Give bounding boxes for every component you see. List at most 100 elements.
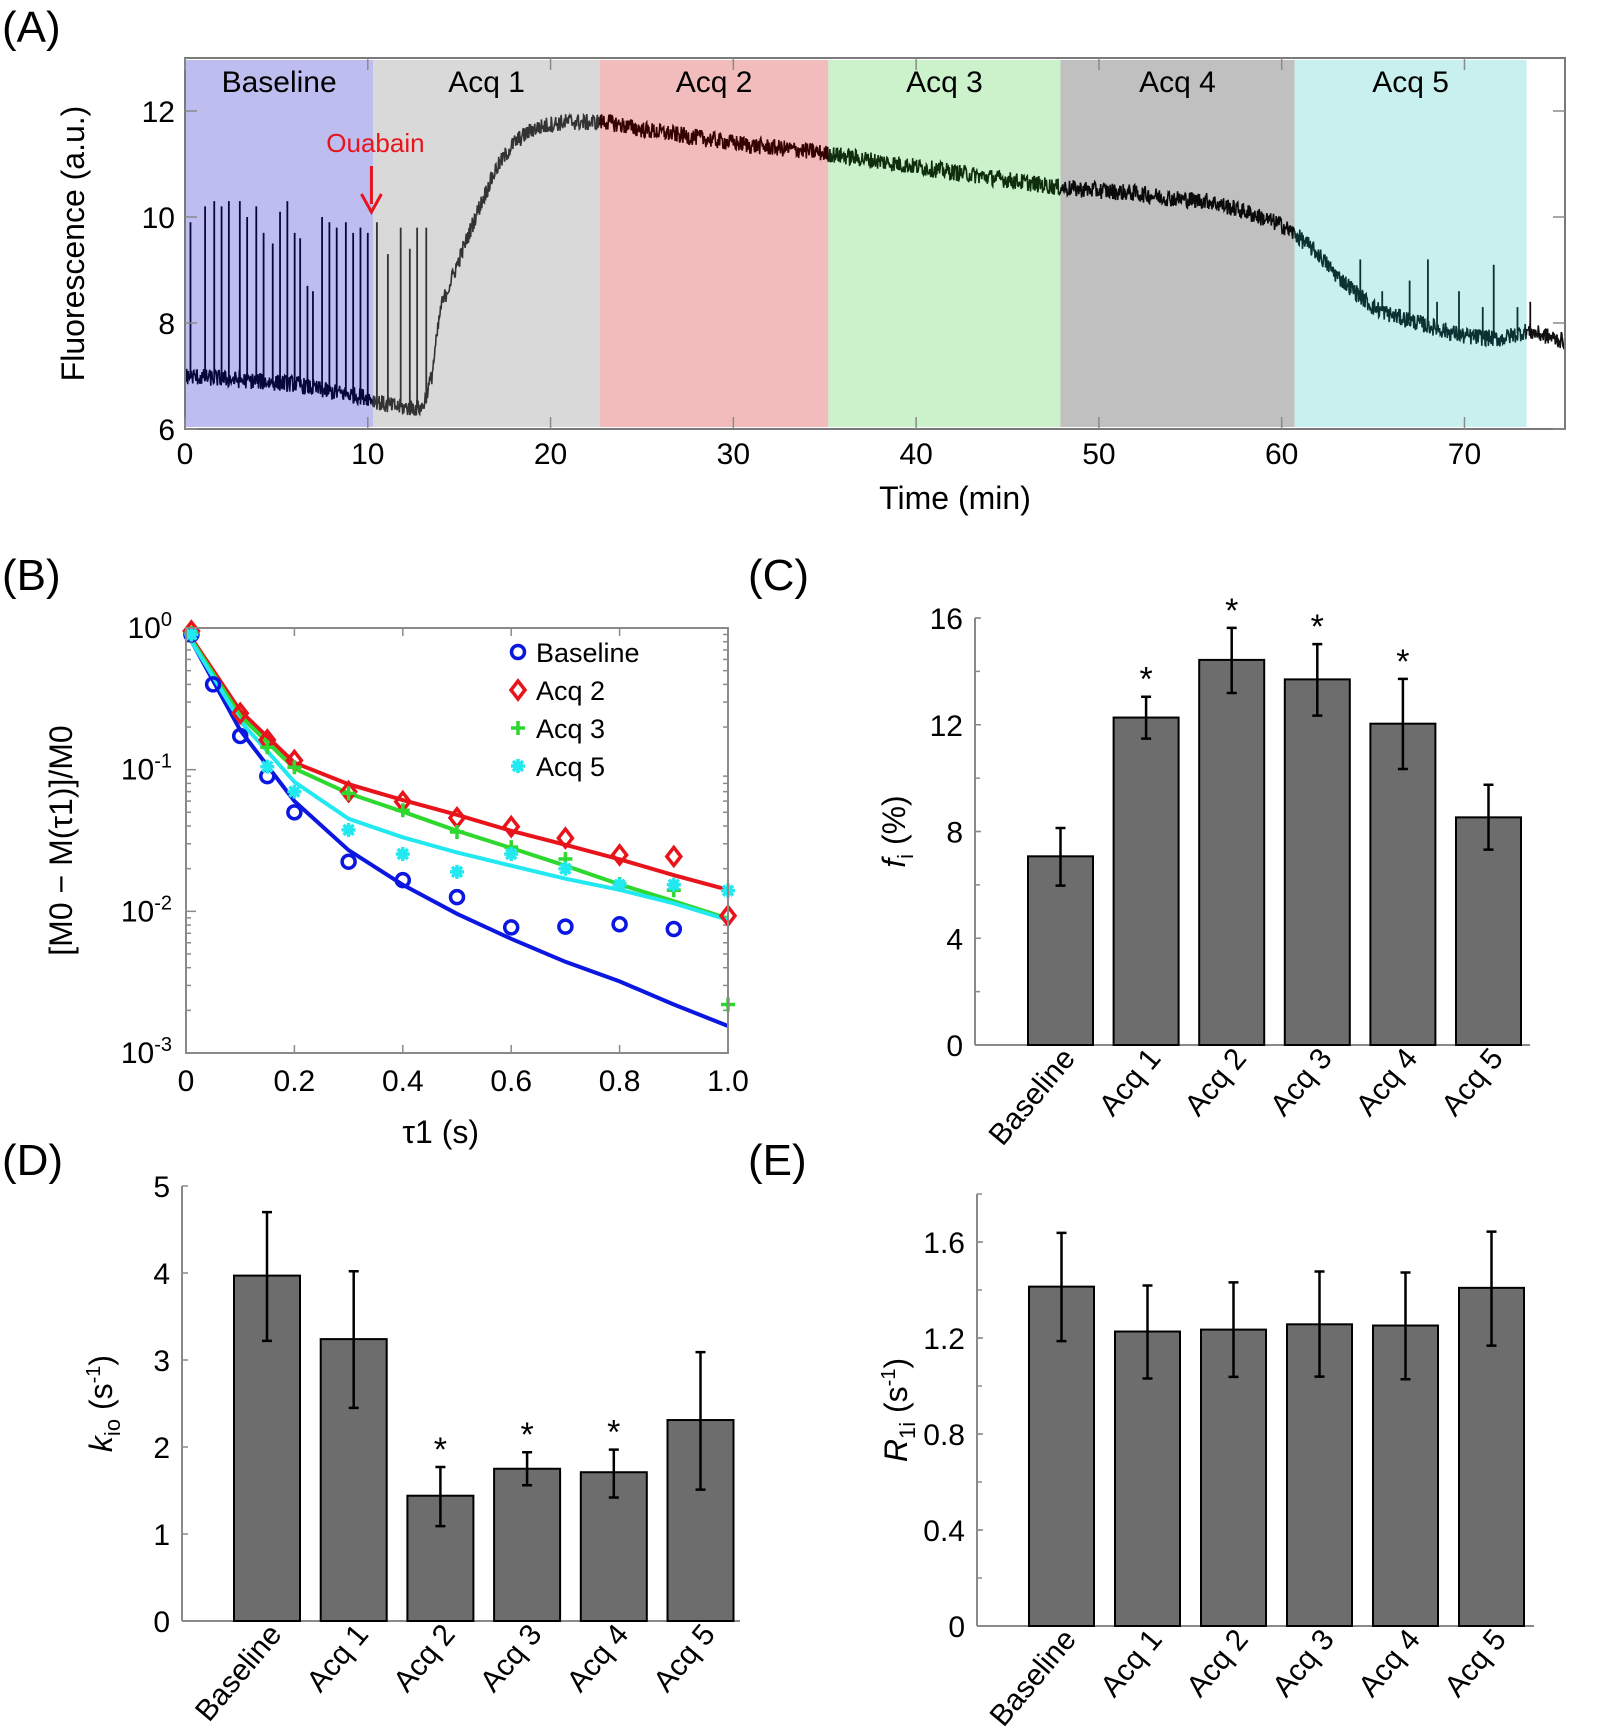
region-acq-2 xyxy=(599,60,829,427)
significance-star: * xyxy=(434,1431,447,1469)
significance-star: * xyxy=(1139,661,1152,699)
legend-marker-acq-5 xyxy=(511,759,525,773)
data-point-acq-3 xyxy=(450,825,464,840)
x-tick-label: Acq 2 xyxy=(387,1618,462,1698)
x-tick-label: Baseline xyxy=(984,1623,1083,1729)
x-tick-label: 60 xyxy=(1265,438,1298,471)
data-point-baseline xyxy=(340,853,357,870)
legend-label: Acq 5 xyxy=(536,752,605,782)
data-point-baseline xyxy=(448,888,466,906)
y-tick-label: 4 xyxy=(946,923,963,956)
error-bar xyxy=(1314,1270,1325,1378)
y-tick-label: 0.4 xyxy=(923,1515,965,1548)
y-tick-label: 4 xyxy=(153,1258,170,1291)
plot-frame xyxy=(184,57,1566,430)
data-point-baseline xyxy=(557,918,574,935)
y-tick-label: 12 xyxy=(142,96,175,129)
y-tick-label: 10-2 xyxy=(121,892,172,928)
region-label: Acq 5 xyxy=(1372,66,1449,99)
x-tick-label: Baseline xyxy=(983,1042,1082,1151)
y-axis-title: [M0 − M(τ1)]/M0 xyxy=(43,725,79,955)
data-point-acq-2 xyxy=(501,814,521,839)
region-label: Acq 3 xyxy=(906,66,983,99)
x-tick-label: 0.4 xyxy=(382,1065,424,1098)
x-tick-label: Acq 4 xyxy=(561,1618,636,1698)
data-point-acq-3 xyxy=(395,803,410,818)
x-tick-label: Acq 4 xyxy=(1352,1623,1427,1703)
y-axis-title: fi (%) xyxy=(876,795,918,867)
legend-label: Acq 2 xyxy=(536,676,605,706)
x-tick-label: 0 xyxy=(178,1065,195,1098)
region-acq-4 xyxy=(1060,60,1295,427)
bar-acq-1 xyxy=(1112,716,1180,1046)
data-point-acq-5 xyxy=(504,846,519,861)
bar-acq-3 xyxy=(493,1467,562,1622)
data-point-baseline xyxy=(665,920,683,938)
error-bar xyxy=(522,1450,533,1487)
x-tick-label: Acq 5 xyxy=(1435,1042,1510,1122)
significance-star: * xyxy=(520,1416,533,1454)
y-axis-title: Fluorescence (a.u.) xyxy=(55,106,91,382)
x-tick-label: Acq 3 xyxy=(474,1618,549,1698)
y-tick-label: 10-1 xyxy=(121,751,172,787)
data-point-baseline xyxy=(286,804,303,821)
x-tick-label: Acq 4 xyxy=(1350,1042,1425,1122)
panel-label-e: (E) xyxy=(748,1136,807,1185)
fluorescence-trace xyxy=(598,114,829,162)
data-point-acq-5 xyxy=(260,759,275,774)
data-point-acq-5 xyxy=(612,877,627,892)
x-tick-label: Acq 3 xyxy=(1264,1042,1339,1122)
error-bar xyxy=(262,1210,272,1343)
x-tick-label: 40 xyxy=(899,438,932,471)
region-baseline xyxy=(185,60,374,427)
fluorescence-trace xyxy=(184,368,374,407)
x-tick-label: Acq 2 xyxy=(1180,1623,1255,1703)
legend-marker-baseline xyxy=(509,643,527,661)
y-tick-label: 5 xyxy=(153,1171,170,1204)
y-axis-title: kio (s-1) xyxy=(83,1355,125,1452)
x-tick-label: Acq 3 xyxy=(1266,1623,1341,1703)
x-tick-label: Acq 2 xyxy=(1178,1042,1253,1122)
y-tick-label: 8 xyxy=(946,817,963,850)
data-point-acq-3 xyxy=(260,740,275,755)
y-tick-label: 16 xyxy=(930,603,963,636)
bar-baseline xyxy=(1027,855,1094,1047)
bar-baseline xyxy=(1028,1285,1095,1627)
error-bar xyxy=(1397,677,1408,771)
region-label: Acq 2 xyxy=(676,66,753,99)
panel-b-decay-curves: 0 0.2 0.4 0.6 0.8 1.0 100 10-1 10-2 10-3 Baseline A… xyxy=(43,609,749,1150)
error-bar xyxy=(1141,695,1152,740)
data-point-acq-2 xyxy=(230,701,250,726)
error-bar xyxy=(1486,1230,1497,1347)
y-tick-label: 1.6 xyxy=(923,1227,965,1260)
x-tick-label: 0 xyxy=(177,438,194,471)
fluorescence-trace xyxy=(827,147,1061,197)
ouabain-arrow-icon xyxy=(360,193,383,216)
significance-star: * xyxy=(1225,592,1238,630)
data-point-baseline xyxy=(394,871,412,889)
data-point-acq-5 xyxy=(666,877,681,892)
region-acq-3 xyxy=(828,60,1061,427)
data-point-acq-2 xyxy=(339,779,358,804)
x-tick-label: 0.8 xyxy=(599,1065,641,1098)
x-tick-label: 0.2 xyxy=(274,1065,316,1098)
y-tick-label: 0 xyxy=(948,1611,965,1644)
error-bar xyxy=(1142,1284,1153,1380)
error-bar xyxy=(1400,1271,1411,1381)
x-tick-label: 10 xyxy=(351,438,384,471)
x-tick-label: 70 xyxy=(1448,438,1481,471)
error-bar xyxy=(608,1448,619,1499)
bar-acq-5 xyxy=(1455,816,1522,1047)
data-point-acq-3 xyxy=(341,786,356,801)
legend-label: Acq 3 xyxy=(536,714,605,744)
bar-acq-1 xyxy=(1114,1330,1181,1628)
panel-label-d: (D) xyxy=(2,1136,63,1185)
bar-acq-4 xyxy=(1369,722,1437,1046)
significance-star: * xyxy=(607,1414,620,1452)
x-tick-label: 20 xyxy=(534,438,567,471)
x-tick-label: Acq 5 xyxy=(1438,1623,1513,1703)
error-bar xyxy=(1312,642,1323,717)
